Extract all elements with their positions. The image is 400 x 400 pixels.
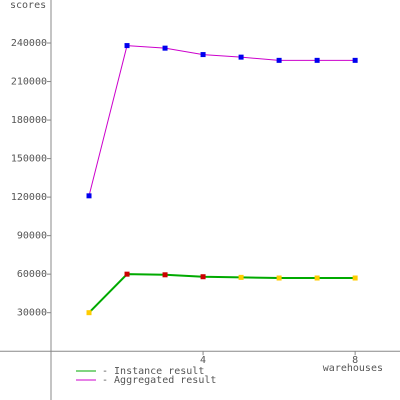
legend-label: - Instance result: [102, 366, 204, 377]
marker: [124, 271, 130, 277]
marker: [162, 272, 168, 278]
series-line: [88, 273, 356, 314]
marker: [86, 310, 92, 316]
x-tick-label: 4: [200, 355, 206, 366]
y-tick-label: 60000: [17, 269, 47, 280]
y-tick-label: 120000: [11, 192, 47, 203]
marker: [352, 57, 358, 63]
legend-label: - Aggregated result: [102, 375, 216, 386]
y-tick-label: 30000: [17, 308, 47, 319]
marker: [238, 54, 244, 60]
series-line: [88, 45, 356, 196]
marker: [314, 57, 320, 63]
marker: [314, 275, 320, 281]
x-tick-label: 8: [352, 355, 358, 366]
x-axis-title: warehouses: [323, 363, 383, 374]
marker: [238, 274, 244, 280]
y-tick-label: 150000: [11, 154, 47, 165]
marker: [200, 274, 206, 280]
y-tick-label: 240000: [11, 38, 47, 49]
marker: [86, 193, 92, 199]
marker: [200, 52, 206, 58]
y-tick-label: 90000: [17, 231, 47, 242]
marker: [276, 275, 282, 281]
marker: [276, 57, 282, 63]
y-tick-label: 180000: [11, 115, 47, 126]
marker: [162, 45, 168, 51]
y-axis-title: scores: [10, 0, 46, 11]
marker: [124, 43, 130, 49]
y-tick-label: 210000: [11, 77, 47, 88]
marker: [352, 275, 358, 281]
